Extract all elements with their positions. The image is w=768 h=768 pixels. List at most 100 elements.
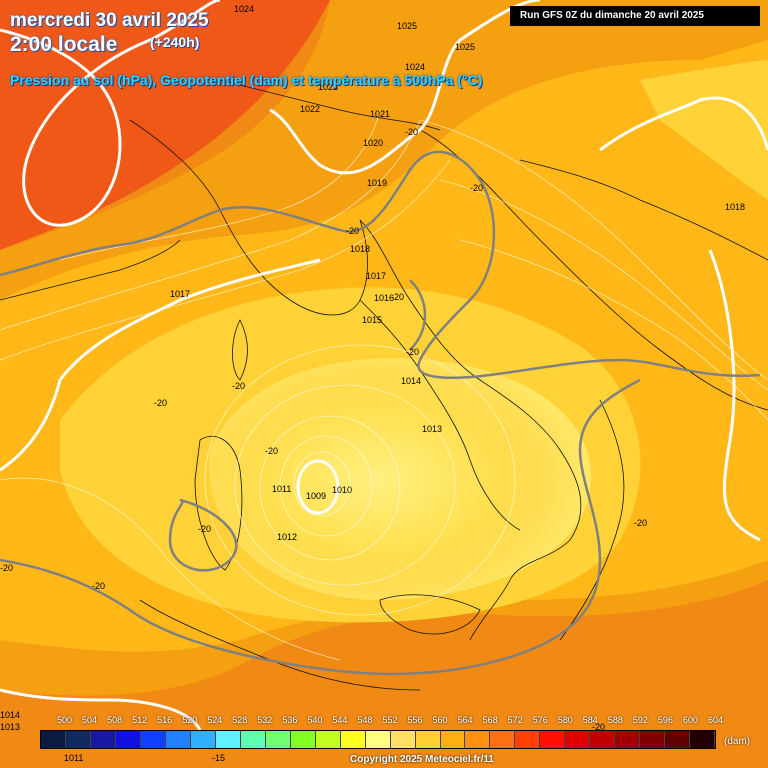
legend-tick-label: 512 [132,715,148,725]
legend-swatch [215,731,241,748]
legend-tick-label: 592 [632,715,648,725]
pressure-label: 1024 [234,4,254,14]
coastlines [0,79,768,691]
pressure-label: 1014 [401,376,421,386]
pressure-label: 1017 [366,271,386,281]
legend-tick-label: 544 [332,715,348,725]
pressure-label: 1018 [725,202,745,212]
temp-label: -20 [592,722,605,732]
temp-label: -20 [405,127,418,137]
legend-tick-label: 516 [157,715,173,725]
legend-tick-label: 500 [57,715,73,725]
temp-label: -20 [470,183,483,193]
legend-tick-label: 508 [107,715,123,725]
legend-tick-label: 600 [682,715,698,725]
legend-swatch [41,731,66,748]
temp-label: -20 [634,518,647,528]
color-scale-legend [40,730,716,749]
legend-unit: (dam) [724,736,751,747]
legend-tick-label: 568 [482,715,498,725]
geopotential-contours [0,0,768,731]
legend-tick-label: 556 [407,715,423,725]
legend-swatch [490,731,516,748]
temp-label: -20 [198,524,211,534]
legend-tick-label: 584 [582,715,598,725]
legend-tick-label: 504 [82,715,98,725]
legend-swatch [640,731,666,748]
pressure-label: 1012 [277,532,297,542]
forecast-date: mercredi 30 avril 2025 [10,10,209,31]
legend-tick-label: 560 [432,715,448,725]
legend-tick-label: 572 [507,715,523,725]
legend-swatch [465,731,491,748]
legend-swatch [190,731,216,748]
pressure-label: 1010 [332,485,352,495]
legend-tick-label: 576 [532,715,548,725]
temp-label: -20 [265,446,278,456]
pressure-label: 1014 [0,710,20,720]
pressure-label: 1025 [455,42,475,52]
pressure-label: 1013 [0,722,20,732]
legend-swatch [615,731,641,748]
legend-swatch [690,731,716,748]
band-572 [0,0,330,250]
pressure-label: 1011 [272,484,291,494]
legend-tick-label: 532 [257,715,273,725]
legend-swatch [340,731,366,748]
pressure-label: 1013 [422,424,442,434]
legend-tick-label: 552 [382,715,398,725]
legend-tick-label: 520 [182,715,198,725]
temp-label: -20 [154,398,167,408]
temp-label: -20 [232,381,245,391]
legend-swatch [540,731,566,748]
pressure-label: 1024 [405,62,425,72]
legend-swatch [565,731,591,748]
legend-tick-label: 548 [357,715,373,725]
legend-tick-label: 596 [657,715,673,725]
legend-tick-label: 536 [282,715,298,725]
run-info: Run GFS 0Z du dimanche 20 avril 2025 [510,6,760,26]
isotherm-minus20 [0,150,761,676]
legend-tick-label: 564 [457,715,473,725]
low-center-glow [180,350,580,610]
temp-label: -20 [346,226,359,236]
pressure-label: 1022 [300,104,320,114]
legend-swatch [415,731,441,748]
pressure-label: 1021 [370,109,390,119]
legend-tick-label: 588 [607,715,623,725]
pressure-label: 1023 [318,82,338,92]
forecast-local-time: 2:00 locale [10,33,118,56]
legend-swatch [115,731,141,748]
legend-swatch [165,731,191,748]
legend-swatch [140,731,166,748]
legend-swatch [290,731,316,748]
legend-tick-label: 604 [707,715,723,725]
legend-swatch [515,731,541,748]
forecast-step: (+240h) [150,34,200,50]
legend-tick-label: 524 [207,715,223,725]
temp-label: -20 [406,347,419,357]
temp-label: -20 [391,292,404,302]
legend-swatch [240,731,266,748]
temp-label: -15 [212,753,225,763]
pressure-label: 1016 [374,293,394,303]
legend-swatch [90,731,116,748]
copyright: Copyright 2025 Meteociel.fr/11 [350,754,494,765]
legend-swatch [65,731,91,748]
pressure-label: 1017 [170,289,190,299]
legend-swatch [590,731,616,748]
pressure-label: 1025 [397,21,417,31]
legend-tick-label: 540 [307,715,323,725]
legend-swatch [665,731,691,748]
legend-swatch [390,731,416,748]
legend-tick-label: 580 [557,715,573,725]
temp-label: -20 [92,581,105,591]
legend-swatch [265,731,291,748]
pressure-label: 1018 [350,244,370,254]
pressure-label: 1011 [64,753,83,763]
legend-tick-label: 528 [232,715,248,725]
pressure-label: 1019 [367,178,387,188]
isobars-thin [0,109,768,661]
legend-swatch [440,731,466,748]
